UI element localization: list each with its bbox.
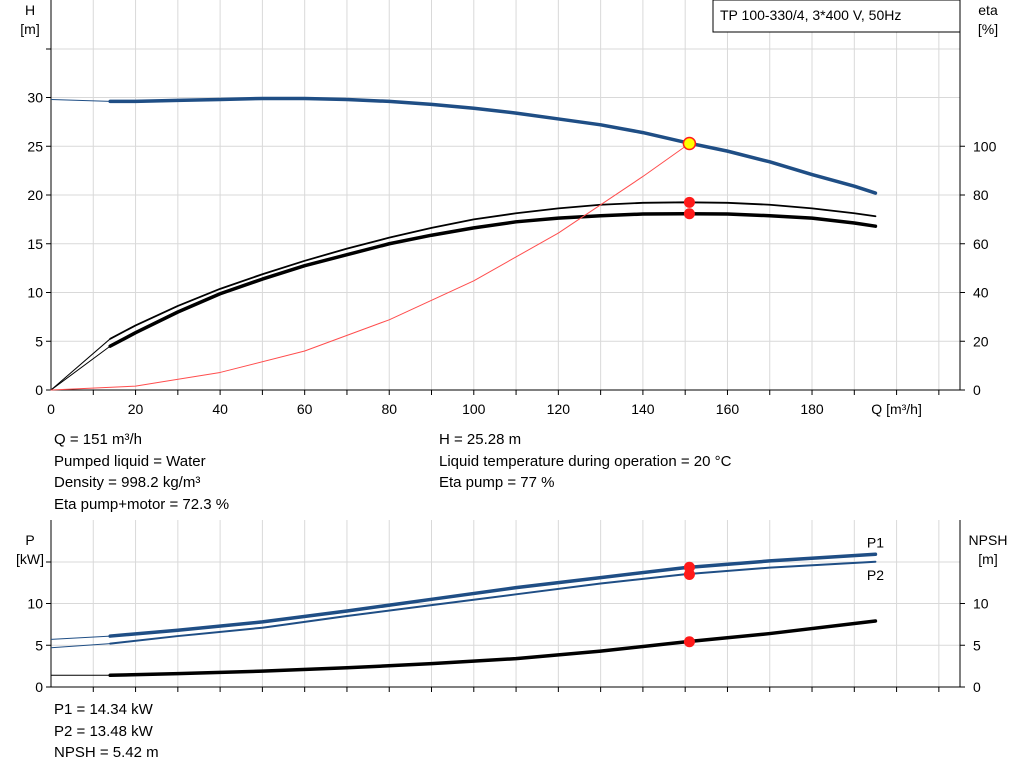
y-axis-label-right: [m] — [978, 551, 997, 567]
x-axis-label: Q [m³/h] — [871, 401, 922, 417]
series-line — [108, 619, 878, 678]
series-lead-in — [50, 643, 111, 649]
x-tick-label: 0 — [47, 401, 55, 417]
x-tick-label: 120 — [547, 401, 571, 417]
y-tick-label-left: 25 — [27, 138, 43, 154]
series-label: P2 — [867, 567, 884, 583]
x-tick-label: 60 — [297, 401, 313, 417]
x-tick-label: 80 — [381, 401, 397, 417]
series-lead-in — [50, 345, 111, 391]
info-p2: P2 = 13.48 kW — [54, 722, 153, 740]
info-liquid-temperature: Liquid temperature during operation = 20… — [439, 452, 732, 470]
y-axis-label-right: eta — [978, 2, 998, 18]
operating-point-marker — [683, 208, 695, 220]
duty-info-right: H = 25.28 m Liquid temperature during op… — [439, 429, 731, 494]
y-tick-label-right: 0 — [973, 679, 981, 695]
series-line — [108, 96, 878, 195]
y-axis-label-right: NPSH — [969, 532, 1008, 548]
info-npsh: NPSH = 5.42 m — [54, 744, 159, 761]
y-axis-label-left: [kW] — [16, 551, 44, 567]
operating-point-marker — [683, 568, 695, 580]
y-tick-label-right: 0 — [973, 382, 981, 398]
x-tick-label: 140 — [631, 401, 655, 417]
series-lead-in — [50, 338, 111, 391]
series-lead-in — [50, 98, 111, 102]
y-axis-label-right: [%] — [978, 21, 998, 37]
x-tick-label: 40 — [212, 401, 228, 417]
chart-title: TP 100-330/4, 3*400 V, 50Hz — [720, 7, 901, 23]
duty-point-marker — [682, 136, 697, 151]
info-eta-pump-motor: Eta pump+motor = 72.3 % — [54, 495, 230, 513]
info-pumped-liquid: Pumped liquid = Water — [54, 452, 206, 470]
y-tick-label-left: 0 — [35, 382, 43, 398]
y-tick-label-left: 30 — [27, 90, 43, 106]
info-density: Density = 998.2 kg/m³ — [54, 474, 201, 491]
series-lead-in — [50, 635, 111, 640]
x-tick-label: 100 — [462, 401, 486, 417]
operating-point-marker — [683, 636, 695, 648]
duty-info-left: Q = 151 m³/h Pumped liquid = Water Densi… — [54, 429, 229, 515]
y-tick-label-right: 100 — [973, 138, 997, 154]
x-tick-label: 180 — [800, 401, 824, 417]
info-flow: Q = 151 m³/h — [54, 431, 142, 448]
y-tick-label-left: 10 — [27, 285, 43, 301]
info-head: H = 25.28 m — [439, 431, 522, 448]
y-tick-label-left: 0 — [35, 679, 43, 695]
x-tick-label: 160 — [716, 401, 740, 417]
series-line — [109, 560, 877, 645]
series-label: P1 — [867, 535, 884, 551]
y-tick-label-left: 5 — [35, 333, 43, 349]
y-tick-label-right: 20 — [973, 333, 989, 349]
y-tick-label-right: 5 — [973, 637, 981, 653]
info-p1: P1 = 14.34 kW — [54, 701, 153, 718]
y-tick-label-right: 80 — [973, 187, 989, 203]
x-tick-label: 20 — [128, 401, 144, 417]
series-line — [108, 552, 878, 638]
info-eta-pump: Eta pump = 77 % — [439, 474, 555, 491]
series-line — [50, 143, 690, 391]
y-axis-label-left: H — [25, 2, 35, 18]
power-info: P1 = 14.34 kW P2 = 13.48 kW NPSH = 5.42 … — [54, 699, 159, 764]
y-axis-label-left: P — [25, 532, 34, 548]
y-axis-label-left: [m] — [20, 21, 39, 37]
y-tick-label-left: 20 — [27, 187, 43, 203]
title-box — [712, 0, 961, 33]
series-line — [109, 201, 877, 340]
y-tick-label-left: 5 — [35, 637, 43, 653]
y-tick-label-left: 15 — [27, 236, 43, 252]
y-tick-label-right: 10 — [973, 596, 989, 612]
y-tick-label-left: 10 — [27, 596, 43, 612]
y-tick-label-right: 60 — [973, 236, 989, 252]
series-line — [108, 212, 878, 348]
y-tick-label-right: 40 — [973, 285, 989, 301]
operating-point-marker — [683, 196, 695, 208]
